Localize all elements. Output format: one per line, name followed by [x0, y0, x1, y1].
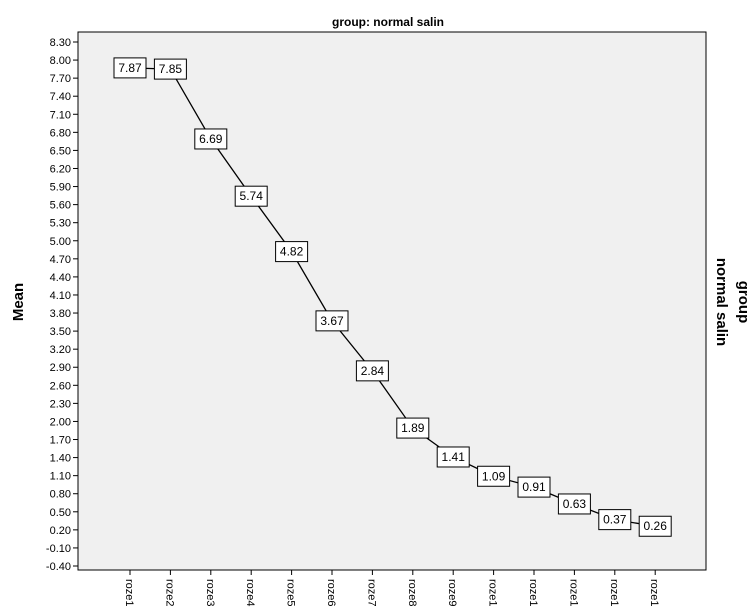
data-label: 0.63 [557, 493, 591, 515]
data-label-box [234, 185, 268, 207]
data-labels: 7.87 7.85 6.69 5.74 4.82 3.67 2.84 1.89 1.41 1.09… [113, 57, 672, 537]
plot-area [77, 31, 707, 571]
y-tick-label: -0.40 [46, 561, 71, 573]
x-tick-label: roze4 [244, 579, 256, 607]
y-tick-label: 7.10 [50, 109, 71, 121]
y-axis: 8.30 8.00 7.70 7.40 7.10 6.80 6.50 6.20 5.90 5.60… [46, 37, 78, 573]
x-tick-label: roze6 [325, 579, 337, 607]
y-tick-label: 4.70 [50, 254, 71, 266]
x-tick-label: roze8 [406, 579, 418, 607]
data-label-text: 0.37 [603, 513, 627, 527]
y-tick-label: 1.70 [50, 435, 71, 447]
data-label: 0.26 [638, 515, 672, 537]
legend-title: group [735, 281, 752, 324]
data-label-text: 1.41 [442, 450, 466, 464]
data-label-text: 0.26 [644, 519, 668, 533]
y-tick-label: 2.30 [50, 398, 71, 410]
data-label-text: 0.91 [522, 480, 546, 494]
data-label: 7.85 [153, 58, 187, 80]
data-label-text: 4.82 [280, 245, 304, 259]
data-label-text: 3.67 [320, 314, 344, 328]
data-label: 1.41 [436, 446, 470, 468]
data-label-box [638, 515, 672, 537]
data-label: 4.82 [275, 241, 309, 263]
x-tick-label: roze1 [527, 579, 539, 607]
data-label: 2.84 [355, 360, 389, 382]
data-label: 3.67 [315, 310, 349, 332]
x-tick-label: roze1 [123, 579, 135, 607]
x-tick-label: roze1 [648, 579, 660, 607]
data-label-text: 1.89 [401, 421, 425, 435]
data-label-text: 5.74 [240, 189, 264, 203]
y-tick-label: 0.80 [50, 489, 71, 501]
y-tick-label: 5.30 [50, 218, 71, 230]
data-label: 1.89 [396, 417, 430, 439]
y-tick-label: 3.50 [50, 326, 71, 338]
data-label-text: 6.69 [199, 132, 223, 146]
data-label: 0.37 [598, 509, 632, 531]
data-label: 5.74 [234, 185, 268, 207]
data-label-box [315, 310, 349, 332]
y-tick-label: 2.00 [50, 416, 71, 428]
data-label-text: 7.87 [118, 61, 142, 75]
x-axis: roze1 roze2 roze3 roze4 roze5 roze6 roze7 roze8… [123, 570, 660, 607]
y-tick-label: 8.00 [50, 55, 71, 67]
data-label-text: 0.63 [563, 497, 587, 511]
data-label-box [194, 128, 228, 150]
data-label-box [557, 493, 591, 515]
x-tick-label: roze7 [365, 579, 377, 607]
data-label-box [436, 446, 470, 468]
data-label-box [598, 509, 632, 531]
y-tick-label: -0.10 [46, 543, 71, 555]
y-tick-label: 2.90 [50, 362, 71, 374]
data-label-text: 7.85 [159, 62, 183, 76]
data-label-box [153, 58, 187, 80]
data-label-box [396, 417, 430, 439]
y-tick-label: 6.20 [50, 163, 71, 175]
y-tick-label: 0.20 [50, 525, 71, 537]
y-axis-title: Mean [10, 283, 27, 321]
data-label: 7.87 [113, 57, 147, 79]
y-tick-label: 5.00 [50, 236, 71, 248]
y-tick-label: 6.80 [50, 127, 71, 139]
y-tick-label: 3.80 [50, 308, 71, 320]
x-tick-label: roze5 [285, 579, 297, 607]
y-tick-label: 5.60 [50, 200, 71, 212]
y-tick-label: 1.40 [50, 453, 71, 465]
legend-value: normal salin [713, 258, 730, 346]
y-tick-label: 5.90 [50, 182, 71, 194]
x-tick-label: roze2 [163, 579, 175, 607]
data-label-box [517, 476, 551, 498]
y-tick-label: 2.60 [50, 380, 71, 392]
x-tick-label: roze3 [204, 579, 216, 607]
data-label: 1.09 [477, 465, 511, 487]
x-tick-label: roze1 [567, 579, 579, 607]
data-label-text: 1.09 [482, 469, 506, 483]
x-tick-label: roze1 [487, 579, 499, 607]
y-tick-label: 3.20 [50, 344, 71, 356]
chart-title: group: normal salin [332, 15, 444, 29]
data-label-box [477, 465, 511, 487]
x-tick-label: roze9 [446, 579, 458, 607]
data-label: 6.69 [194, 128, 228, 150]
data-label: 0.91 [517, 476, 551, 498]
data-label-box [355, 360, 389, 382]
x-tick-label: roze1 [608, 579, 620, 607]
y-tick-label: 0.50 [50, 507, 71, 519]
data-label-text: 2.84 [361, 364, 385, 378]
y-tick-label: 7.40 [50, 91, 71, 103]
y-tick-label: 4.40 [50, 272, 71, 284]
y-tick-label: 8.30 [50, 37, 71, 49]
data-label-box [275, 241, 309, 263]
y-tick-label: 1.10 [50, 471, 71, 483]
y-tick-label: 7.70 [50, 73, 71, 85]
y-tick-label: 4.10 [50, 290, 71, 302]
y-tick-label: 6.50 [50, 145, 71, 157]
data-label-box [113, 57, 147, 79]
